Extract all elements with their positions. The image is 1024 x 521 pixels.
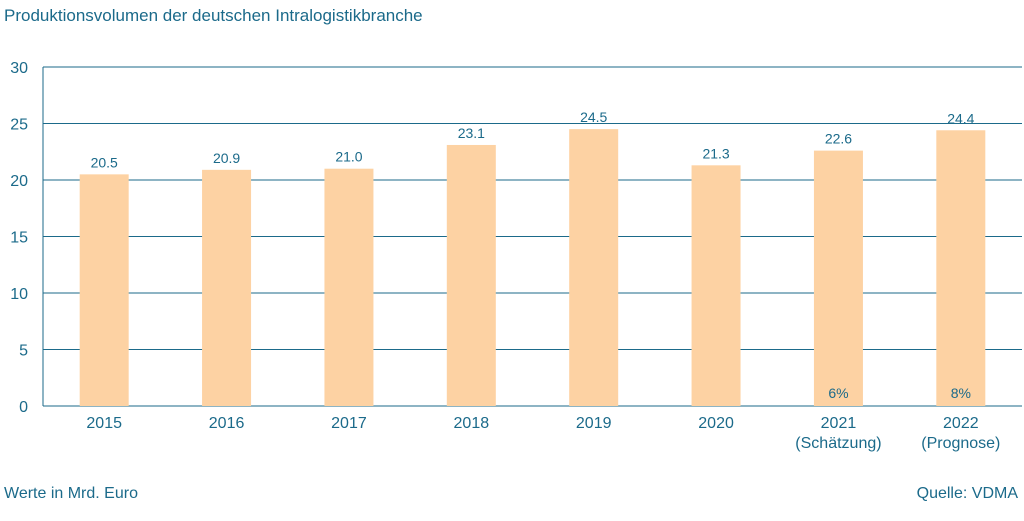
data-label: 20.9 [213, 150, 240, 166]
bar-2017 [324, 168, 374, 406]
x-tick-label: 2015 [86, 415, 122, 432]
x-tick-sublabel: (Schätzung) [795, 435, 881, 452]
data-label: 23.1 [458, 125, 485, 141]
y-tick-label: 0 [19, 399, 28, 416]
x-tick-sublabel: (Prognose) [921, 435, 1000, 452]
unit-note: Werte in Mrd. Euro [4, 485, 138, 502]
bar-2022 [936, 130, 986, 406]
x-tick-label: 2019 [576, 415, 612, 432]
y-tick-label: 20 [10, 173, 28, 190]
data-label: 24.4 [947, 110, 974, 126]
bar-2019 [569, 129, 619, 406]
source-note: Quelle: VDMA [916, 485, 1018, 502]
x-tick-label: 2017 [331, 415, 367, 432]
bar-2015 [79, 174, 129, 406]
data-label: 21.3 [702, 145, 729, 161]
data-label: 24.5 [580, 109, 607, 125]
bar-2020 [691, 165, 741, 406]
y-tick-label: 25 [10, 117, 28, 134]
bar-2021 [813, 150, 863, 406]
y-tick-label: 10 [10, 286, 28, 303]
y-tick-label: 30 [10, 60, 28, 77]
y-tick-label: 5 [19, 343, 28, 360]
x-tick-label: 2018 [454, 415, 490, 432]
chart-title: Produktionsvolumen der deutschen Intralo… [4, 6, 423, 25]
x-tick-label: 2022 [943, 415, 979, 432]
x-tick-label: 2020 [698, 415, 734, 432]
bar-inner-label: 6% [828, 385, 848, 401]
data-label: 22.6 [825, 131, 852, 147]
x-tick-label: 2016 [209, 415, 245, 432]
bar-2018 [446, 144, 496, 406]
x-tick-label: 2021 [821, 415, 857, 432]
bar-2016 [202, 169, 252, 406]
bar-inner-label: 8% [951, 385, 971, 401]
data-label: 21.0 [335, 149, 362, 165]
data-label: 20.5 [91, 154, 118, 170]
y-tick-label: 15 [10, 230, 28, 247]
